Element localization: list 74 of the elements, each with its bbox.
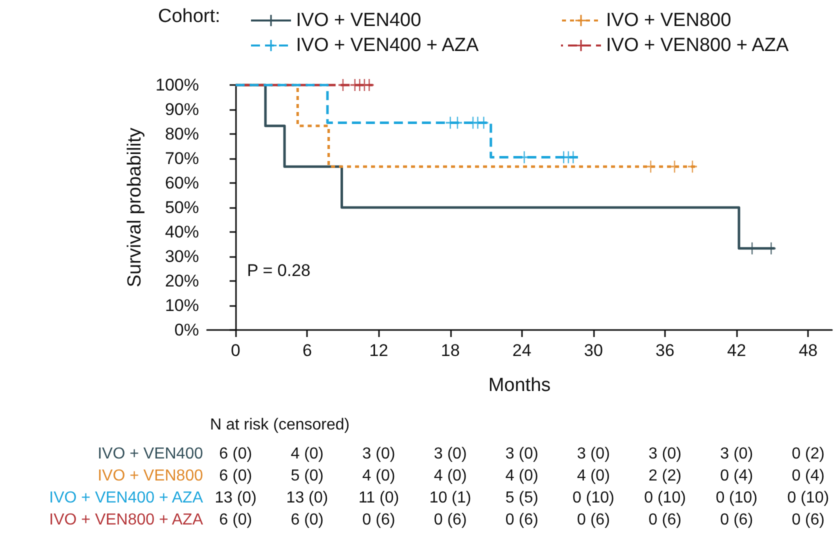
text: 5 (0) — [290, 468, 324, 484]
y-axis-title: Survival probability — [124, 127, 146, 288]
text: 0 (10) — [644, 490, 686, 506]
x-tick-label: 36 — [656, 341, 674, 360]
legend-label: IVO + VEN400 + AZA — [296, 35, 480, 56]
y-tick-label: 40% — [164, 222, 199, 242]
text: 0 (4) — [792, 468, 825, 484]
y-tick-label: 0% — [174, 320, 199, 340]
text: 4 (0) — [576, 468, 610, 484]
y-tick-label: 10% — [164, 296, 199, 315]
text: 0 (6) — [434, 512, 467, 528]
text: 0 (6) — [362, 512, 396, 528]
text: 0 (4) — [720, 468, 754, 484]
text: 3 (0) — [720, 446, 754, 462]
x-tick-label: 30 — [584, 341, 603, 360]
x-tick-label: 48 — [798, 341, 818, 360]
text: IVO + VEN800 — [98, 468, 204, 484]
text: 6 (0) — [219, 446, 252, 462]
legend-label: IVO + VEN800 + AZA — [606, 35, 790, 56]
text: IVO + VEN400 — [98, 446, 204, 462]
y-tick-label: 30% — [164, 247, 199, 266]
x-tick-label: 12 — [369, 341, 388, 360]
text: 0 (2) — [792, 446, 825, 462]
legend-label: IVO + VEN400 — [296, 10, 422, 31]
y-tick-label: 100% — [156, 76, 199, 94]
text: 3 (0) — [648, 446, 682, 462]
point — [688, 160, 697, 173]
text: 0 (6) — [792, 512, 825, 528]
x-tick-label: 18 — [440, 341, 460, 360]
y-tick-label: 90% — [164, 100, 199, 119]
text: 0 (6) — [648, 512, 682, 528]
legend-title: Cohort: — [158, 6, 220, 27]
point — [364, 79, 374, 91]
point — [646, 160, 656, 173]
x-tick-label: 6 — [302, 341, 312, 360]
text: 6 (0) — [219, 468, 252, 484]
text: 13 (0) — [214, 490, 257, 506]
y-tick-label: 60% — [164, 174, 199, 192]
text: 6 (0) — [290, 512, 324, 528]
text: 4 (0) — [362, 468, 396, 484]
text: 0 (6) — [720, 512, 754, 528]
text: 6 (0) — [219, 512, 252, 528]
text: 0 (10) — [716, 490, 758, 506]
text: 4 (0) — [505, 468, 538, 484]
y-tick-label: 50% — [164, 198, 199, 217]
text: 3 (0) — [505, 446, 538, 462]
text: 0 (10) — [572, 490, 614, 506]
text: 3 (0) — [576, 446, 610, 462]
legend-label: IVO + VEN800 — [606, 10, 732, 31]
y-tick-label: 20% — [164, 272, 199, 290]
point — [568, 151, 578, 164]
text: IVO + VEN400 + AZA — [49, 490, 204, 506]
text: 11 (0) — [358, 490, 400, 506]
text: 4 (0) — [434, 468, 467, 484]
text: 2 (2) — [648, 468, 682, 484]
x-tick-label: 42 — [727, 341, 746, 360]
text: 4 (0) — [290, 446, 324, 462]
y-tick-label: 70% — [164, 149, 199, 168]
text: 10 (1) — [429, 490, 472, 506]
text: 0 (6) — [576, 512, 610, 528]
text: IVO + VEN800 + AZA — [49, 512, 204, 528]
x-tick-label: 24 — [512, 341, 532, 360]
text: 13 (0) — [286, 490, 328, 506]
text: 0 (6) — [505, 512, 538, 528]
text: 3 (0) — [362, 446, 396, 462]
text: 3 (0) — [434, 446, 467, 462]
text: N at risk (censored) — [210, 416, 350, 434]
text: 5 (5) — [505, 490, 538, 506]
point — [670, 160, 680, 173]
annotation: P = 0.28 — [247, 261, 310, 280]
x-tick-label: 0 — [230, 341, 240, 360]
text: 0 (10) — [787, 490, 830, 506]
y-tick-label: 80% — [164, 124, 199, 144]
x-axis-title: Months — [488, 375, 551, 396]
